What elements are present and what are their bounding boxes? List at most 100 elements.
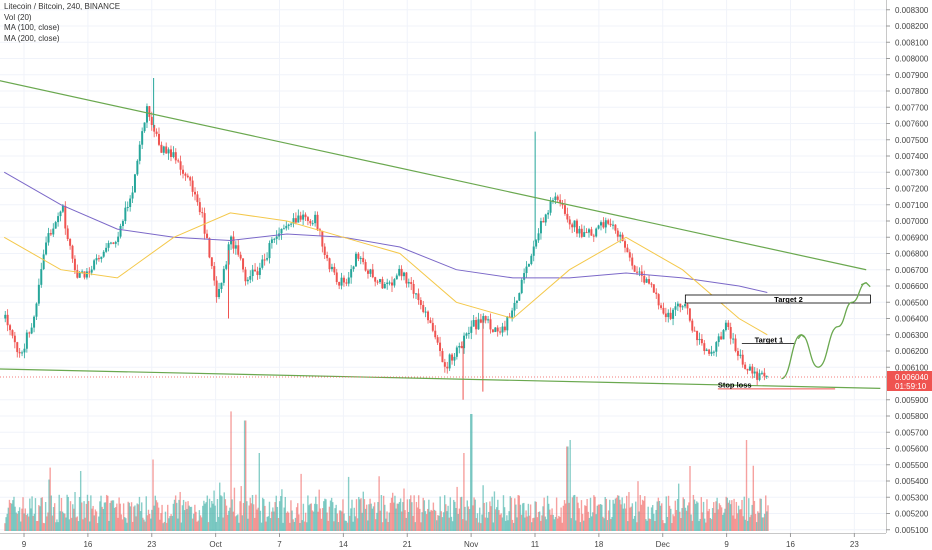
volume-bar	[291, 510, 293, 531]
candle-body	[186, 175, 189, 178]
volume-bar	[415, 501, 418, 531]
volume-bar	[538, 511, 541, 531]
candle-body	[157, 133, 160, 145]
volume-bar	[98, 516, 100, 531]
volume-bar	[389, 502, 392, 531]
volume-bar	[189, 506, 192, 531]
candle-body	[249, 276, 252, 280]
volume-bar	[306, 522, 308, 531]
candle-body	[765, 375, 768, 377]
volume-bar	[557, 518, 559, 531]
candle-body	[61, 205, 64, 212]
volume-bar	[52, 507, 55, 531]
volume-bar	[181, 505, 184, 531]
legend-ma100[interactable]: MA (100, close)	[4, 23, 60, 32]
volume-bar	[609, 499, 611, 531]
volume-bar	[472, 505, 474, 531]
volume-bar	[761, 517, 764, 531]
volume-bar	[200, 517, 203, 531]
volume-bar	[154, 495, 156, 531]
candle-body	[590, 229, 593, 236]
volume-bar	[636, 522, 638, 531]
volume-bar	[183, 510, 186, 531]
volume-bar	[653, 513, 655, 531]
volume-bar	[688, 502, 690, 531]
candle-body	[547, 212, 550, 215]
candle-body	[760, 372, 763, 374]
volume-bar	[320, 518, 323, 531]
volume-bar	[126, 522, 128, 531]
candle-body	[191, 180, 194, 192]
candle-body	[362, 257, 365, 263]
volume-bar	[15, 512, 17, 531]
volume-bar	[702, 501, 705, 531]
volume-bar	[694, 503, 697, 531]
candle-body	[316, 214, 319, 230]
candle-body	[660, 305, 663, 308]
volume-bar	[594, 496, 596, 531]
volume-bar	[681, 508, 683, 531]
candle-body	[388, 282, 391, 284]
candle-body	[614, 224, 617, 231]
candle-body	[275, 236, 278, 239]
price-axis[interactable]: 0.008300 0.008200 0.008100 0.008000 0.007900…	[886, 0, 932, 550]
price-tick-label: 0.005600	[895, 445, 929, 454]
candle-body	[612, 224, 615, 226]
volume-bar	[527, 503, 530, 531]
candle-body	[184, 173, 187, 176]
price-tick-label: 0.006500	[895, 298, 929, 307]
volume-bar	[55, 522, 57, 531]
price-tick-label: 0.006900	[895, 233, 929, 242]
candle-body	[410, 282, 413, 284]
volume-bar	[351, 499, 353, 531]
lower-trendline[interactable]	[0, 368, 881, 389]
volume-bar	[693, 499, 696, 531]
volume-bar	[413, 495, 415, 531]
volume-bar	[512, 522, 515, 531]
candle-body	[717, 336, 720, 343]
volume-bar	[639, 495, 641, 531]
volume-bar	[349, 515, 351, 531]
volume-bar	[197, 520, 199, 531]
volume-bar	[717, 509, 719, 531]
candle-body	[25, 332, 28, 349]
candle-body	[400, 268, 403, 277]
price-tick-label: 0.006400	[895, 315, 929, 324]
volume-bar	[455, 508, 457, 531]
volume-bar	[100, 495, 102, 531]
volume-bar	[302, 503, 305, 531]
volume-bar	[647, 506, 649, 531]
candle-body	[172, 152, 175, 157]
volume-bar	[382, 495, 385, 531]
price-tick-label: 0.005500	[895, 461, 929, 470]
volume-bar	[49, 467, 51, 531]
volume-bar	[29, 498, 31, 531]
candle-body	[121, 221, 124, 226]
legend-vol[interactable]: Vol (20)	[4, 12, 32, 22]
volume-bar	[41, 497, 43, 531]
price-tick-label: 0.007900	[895, 71, 929, 80]
legend-title[interactable]: Litecoin / Bitcoin, 240, BINANCE	[4, 2, 121, 11]
volume-bar	[471, 414, 473, 531]
volume-bar	[420, 522, 422, 531]
volume-bar	[613, 503, 615, 531]
volume-bar	[535, 501, 537, 531]
volume-bar	[616, 495, 619, 531]
candle-body	[78, 273, 81, 278]
time-axis[interactable]: 9 16 23 Oct 7 14 21 Nov 11 18 Dec 9 16 23	[0, 533, 886, 549]
candle-body	[282, 228, 285, 230]
volume-bar	[623, 503, 626, 531]
volume-bar	[679, 511, 681, 531]
volume-bar	[84, 517, 86, 531]
candle-body	[109, 242, 112, 244]
volume-bar	[692, 494, 695, 531]
legend-ma200[interactable]: MA (200, close)	[4, 33, 60, 43]
volume-bar	[91, 508, 93, 531]
volume-bar	[224, 499, 227, 531]
projection-arrowhead	[797, 333, 806, 340]
volume-bar	[127, 501, 129, 531]
candle-body	[292, 218, 295, 224]
volume-bar	[630, 506, 632, 531]
upper-trendline[interactable]	[0, 78, 867, 271]
